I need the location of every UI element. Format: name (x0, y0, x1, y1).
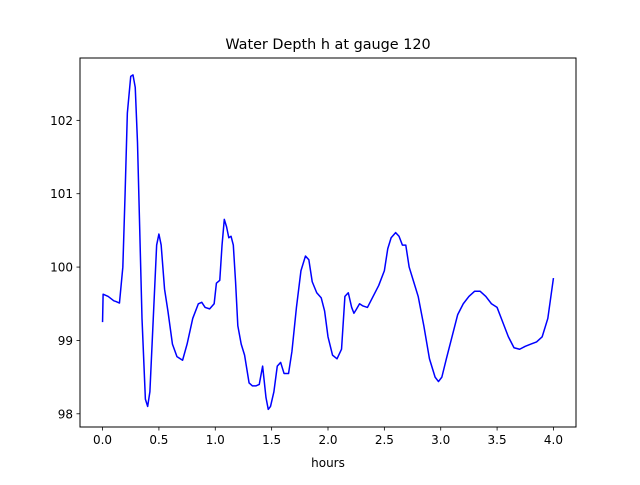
y-tick-label: 98 (58, 407, 73, 421)
x-tick-label: 4.0 (544, 433, 563, 447)
x-tick-label: 0.5 (149, 433, 168, 447)
y-axis-ticks: 98 99 100 101 102 (50, 114, 80, 421)
y-tick-label: 101 (50, 187, 73, 201)
x-tick-label: 2.0 (318, 433, 337, 447)
x-tick-label: 3.5 (488, 433, 507, 447)
x-axis-ticks: 0.0 0.5 1.0 1.5 2.0 2.5 3.0 3.5 4.0 (93, 427, 563, 447)
x-tick-label: 2.5 (375, 433, 394, 447)
y-tick-label: 102 (50, 114, 73, 128)
plot-content (101, 74, 555, 411)
x-tick-label: 0.0 (93, 433, 112, 447)
plot-area-frame (79, 57, 577, 428)
x-tick-label: 3.0 (431, 433, 450, 447)
chart-title: Water Depth h at gauge 120 (225, 37, 430, 53)
y-tick-label: 100 (50, 261, 73, 275)
series-line-0 (101, 74, 555, 411)
x-tick-label: 1.5 (262, 433, 281, 447)
x-tick-label: 1.0 (206, 433, 225, 447)
y-tick-label: 99 (58, 334, 73, 348)
x-axis-label: hours (311, 456, 345, 470)
